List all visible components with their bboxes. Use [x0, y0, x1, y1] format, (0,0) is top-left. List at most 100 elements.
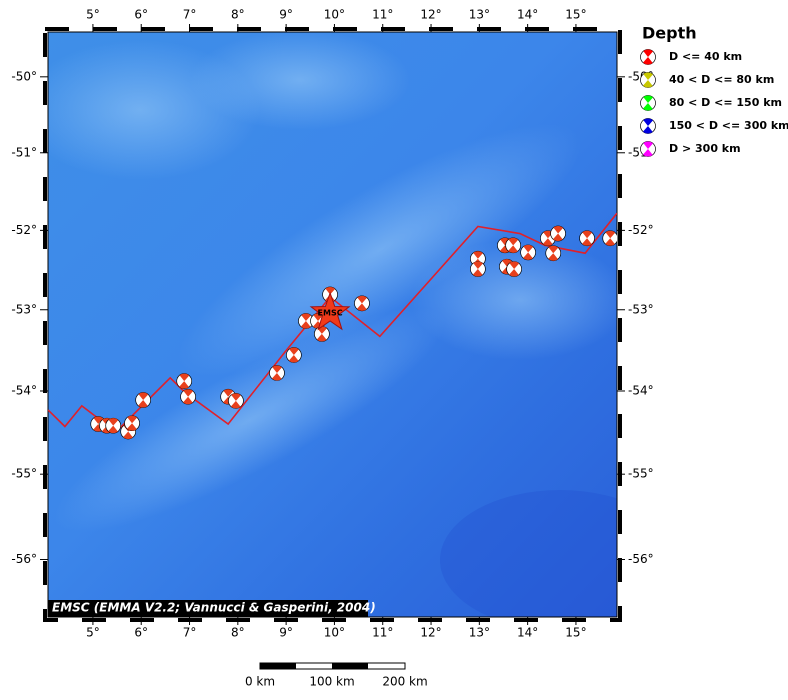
ball-quadrant — [553, 233, 563, 242]
ball-quadrant — [138, 392, 149, 401]
y-tick-label: -52° — [11, 223, 37, 237]
ball-quadrant — [643, 57, 653, 65]
y-tick-label: -50° — [11, 69, 37, 83]
ball-quadrant — [138, 400, 148, 408]
ball-quadrant — [472, 269, 483, 277]
ball-quadrant — [582, 238, 592, 246]
x-tick-label: 12° — [420, 626, 441, 640]
legend-label: 40 < D <= 80 km — [669, 73, 774, 86]
x-tick-label: 14° — [517, 8, 538, 22]
x-tick-label: 10° — [324, 626, 345, 640]
focal-mechanism — [269, 365, 285, 381]
ball-quadrant — [548, 245, 559, 254]
focal-mechanism — [505, 237, 522, 254]
focal-mechanism — [640, 95, 656, 111]
focal-mechanism — [470, 261, 486, 277]
ball-quadrant — [643, 118, 653, 126]
ball-quadrant — [582, 230, 593, 239]
y-tick-label: -55° — [11, 467, 37, 481]
legend-title: Depth — [642, 24, 697, 43]
x-tick-label: 15° — [565, 8, 586, 22]
ball-quadrant — [508, 237, 519, 246]
focal-mechanism — [286, 347, 302, 363]
focal-mechanism — [228, 393, 244, 409]
focal-mechanism — [579, 230, 595, 247]
ball-quadrant — [183, 389, 194, 397]
x-tick-label: 14° — [517, 626, 538, 640]
ball-quadrant — [509, 269, 519, 277]
focal-mechanism — [298, 313, 314, 329]
y-tick-label: -54° — [11, 383, 37, 397]
relief — [48, 32, 617, 617]
scale-label: 100 km — [309, 675, 354, 689]
ball-quadrant — [289, 347, 299, 356]
ball-quadrant — [643, 95, 653, 103]
scale-label: 200 km — [382, 675, 427, 689]
legend-label: 80 < D <= 150 km — [669, 96, 782, 109]
focal-mechanism — [640, 141, 656, 157]
legend-label: 150 < D <= 300 km — [669, 119, 788, 132]
scale-bar — [259, 662, 406, 670]
focal-mechanism — [124, 415, 140, 432]
x-tick-label: 13° — [469, 8, 490, 22]
y-tick-label: -55° — [628, 467, 654, 481]
y-tick-label: -52° — [628, 223, 654, 237]
credit: EMSC (EMMA V2.2; Vannucci & Gasperini, 2… — [52, 601, 376, 615]
x-tick-label: 9° — [279, 8, 293, 22]
focal-mechanism — [176, 373, 193, 389]
focal-mechanism — [520, 244, 536, 261]
x-tick-label: 5° — [86, 8, 100, 22]
ball-quadrant — [500, 237, 510, 246]
x-tick-label: 8° — [231, 626, 245, 640]
ball-quadrant — [643, 103, 653, 111]
ball-quadrant — [357, 295, 367, 304]
ball-quadrant — [643, 141, 653, 149]
focal-mechanism — [314, 326, 330, 342]
ball-quadrant — [523, 252, 533, 260]
ball-quadrant — [508, 245, 518, 253]
ball-quadrant — [127, 415, 138, 424]
ball-quadrant — [223, 389, 234, 397]
epicenter — [309, 291, 351, 331]
ball-quadrant — [542, 238, 553, 246]
x-tick-label: 12° — [420, 8, 441, 22]
epicenter-label: EMSC — [318, 308, 343, 317]
focal-mechanism — [602, 230, 617, 247]
ball-quadrant — [108, 418, 119, 426]
ball-quadrant — [300, 321, 311, 329]
ball-quadrant — [316, 333, 327, 342]
scale-label: 0 km — [245, 675, 275, 689]
ball-quadrant — [548, 253, 558, 261]
focal-mechanism — [640, 49, 656, 65]
focal-mechanism — [550, 225, 566, 242]
ball-quadrant — [183, 396, 193, 405]
ball-quadrant — [509, 261, 520, 270]
x-tick-label: 9° — [279, 626, 293, 640]
ball-quadrant — [231, 393, 241, 401]
focal-mechanism — [354, 295, 370, 312]
x-tick-label: 6° — [134, 8, 148, 22]
ball-quadrant — [643, 72, 653, 80]
y-tick-label: -56° — [11, 552, 37, 566]
legend-label: D <= 40 km — [669, 50, 742, 63]
x-tick-label: 6° — [134, 626, 148, 640]
x-tick-label: 7° — [183, 8, 197, 22]
frame-border — [43, 27, 622, 622]
ball-quadrant — [643, 126, 653, 134]
x-tick-label: 11° — [372, 8, 393, 22]
ball-quadrant — [499, 245, 510, 253]
ball-quadrant — [643, 149, 653, 157]
ball-quadrant — [356, 303, 367, 311]
focal-mechanism — [640, 118, 656, 134]
x-tick-label: 11° — [372, 626, 393, 640]
ball-quadrant — [605, 238, 615, 246]
x-tick-label: 13° — [469, 626, 490, 640]
x-tick-label: 15° — [565, 626, 586, 640]
ball-quadrant — [93, 416, 104, 425]
ball-quadrant — [271, 372, 282, 381]
y-tick-label: -53° — [11, 302, 37, 316]
legend-label: D > 300 km — [669, 142, 741, 155]
plate-boundary — [48, 212, 617, 431]
y-tick-label: -51° — [11, 145, 37, 159]
